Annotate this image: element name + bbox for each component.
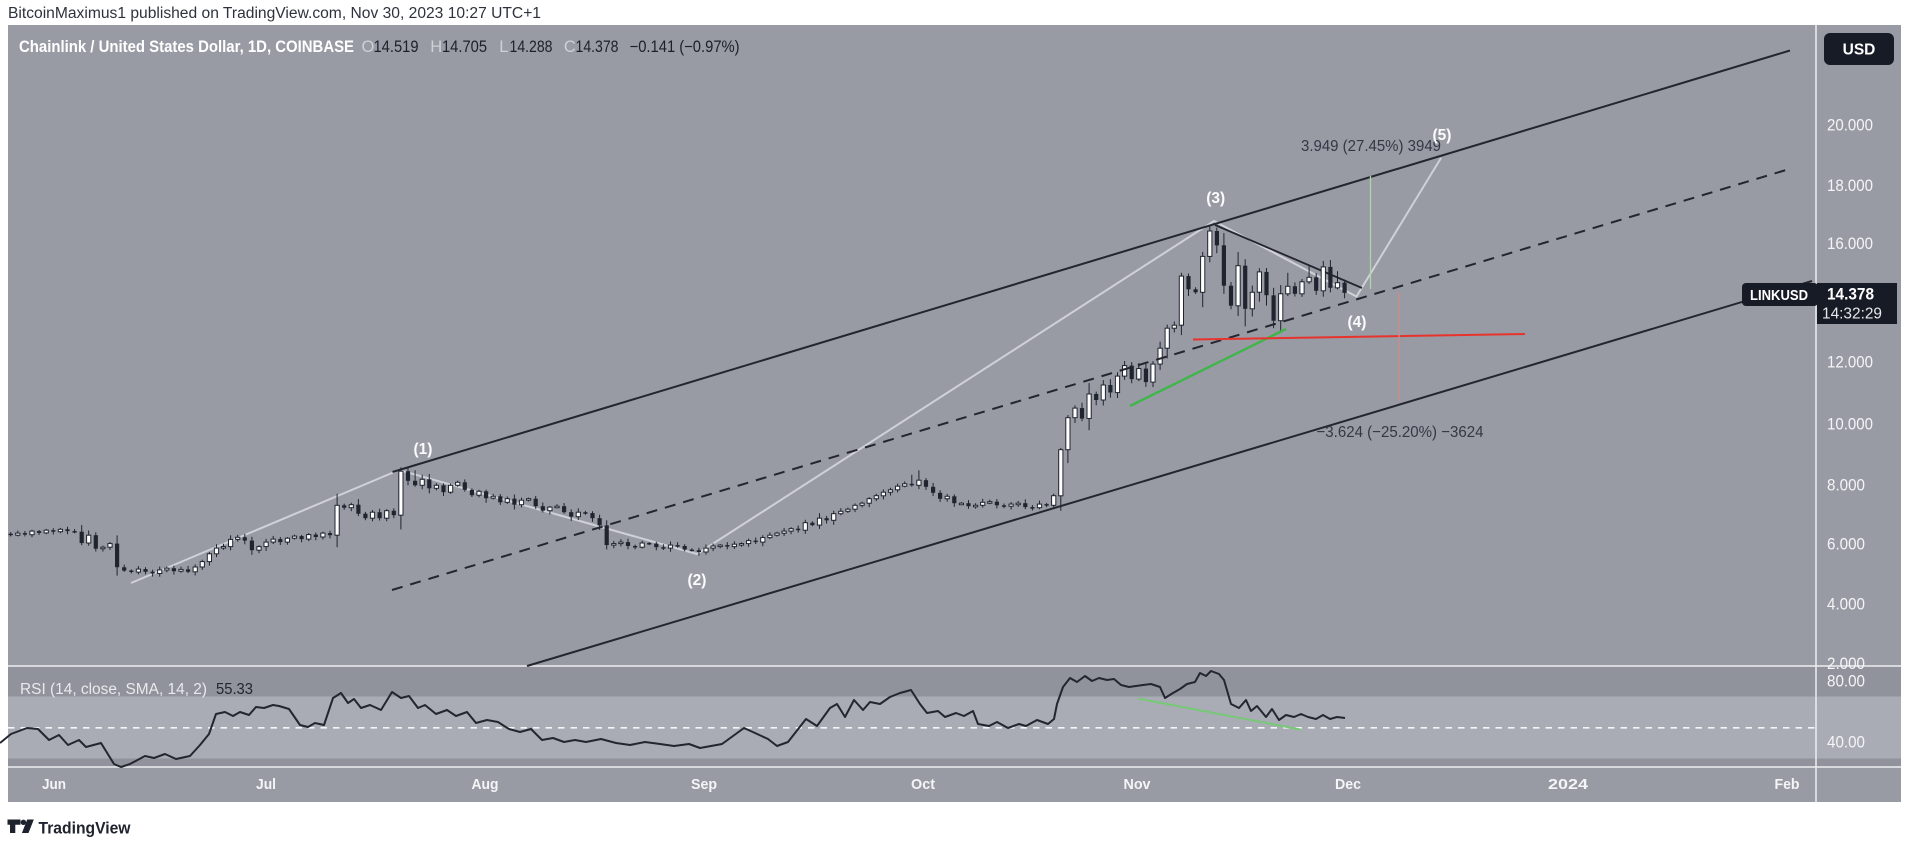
svg-text:LINKUSD: LINKUSD xyxy=(1750,287,1808,304)
svg-text:80.00: 80.00 xyxy=(1827,672,1865,691)
svg-text:TradingView: TradingView xyxy=(39,819,132,838)
svg-text:USD: USD xyxy=(1843,42,1876,59)
svg-text:−3.624 (−25.20%) −3624: −3.624 (−25.20%) −3624 xyxy=(1317,424,1484,441)
svg-text:2024: 2024 xyxy=(1548,776,1589,793)
svg-text:14:32:29: 14:32:29 xyxy=(1822,306,1882,323)
svg-text:(2): (2) xyxy=(688,572,707,589)
svg-text:Nov: Nov xyxy=(1124,776,1152,793)
svg-text:(1): (1) xyxy=(414,441,433,458)
svg-text:55.33: 55.33 xyxy=(216,681,253,698)
svg-text:14.378: 14.378 xyxy=(1827,285,1874,304)
svg-text:(4): (4) xyxy=(1348,314,1367,331)
svg-text:(5): (5) xyxy=(1433,127,1452,144)
svg-text:−0.141 (−0.97%): −0.141 (−0.97%) xyxy=(630,38,740,56)
svg-text:Oct: Oct xyxy=(911,776,935,793)
svg-text:4.000: 4.000 xyxy=(1827,595,1865,614)
svg-text:Chainlink / United States Doll: Chainlink / United States Dollar, 1D, CO… xyxy=(19,38,354,56)
svg-text:L: L xyxy=(499,38,508,56)
svg-text:16.000: 16.000 xyxy=(1827,234,1873,253)
svg-text:14.288: 14.288 xyxy=(510,38,553,56)
svg-text:RSI (14, close, SMA, 14, 2): RSI (14, close, SMA, 14, 2) xyxy=(20,681,207,698)
svg-text:(3): (3) xyxy=(1206,190,1225,207)
svg-text:Dec: Dec xyxy=(1335,776,1361,793)
svg-text:14.519: 14.519 xyxy=(374,38,419,56)
svg-text:H: H xyxy=(430,38,442,56)
svg-text:20.000: 20.000 xyxy=(1827,116,1873,135)
svg-text:O: O xyxy=(362,38,375,56)
svg-text:Jul: Jul xyxy=(256,776,276,793)
svg-text:C: C xyxy=(564,38,576,56)
svg-text:40.00: 40.00 xyxy=(1827,733,1865,752)
svg-text:18.000: 18.000 xyxy=(1827,176,1873,195)
svg-text:14.705: 14.705 xyxy=(442,38,487,56)
svg-text:Aug: Aug xyxy=(472,776,499,793)
svg-text:6.000: 6.000 xyxy=(1827,535,1865,554)
svg-text:14.378: 14.378 xyxy=(576,38,619,56)
svg-text:10.000: 10.000 xyxy=(1827,415,1873,434)
svg-text:12.000: 12.000 xyxy=(1827,353,1873,372)
svg-text:3.949 (27.45%) 3949: 3.949 (27.45%) 3949 xyxy=(1301,138,1441,155)
svg-text:8.000: 8.000 xyxy=(1827,476,1865,495)
svg-text:BitcoinMaximus1 published on T: BitcoinMaximus1 published on TradingView… xyxy=(8,5,541,22)
svg-text:Sep: Sep xyxy=(691,776,717,793)
svg-text:2.000: 2.000 xyxy=(1827,654,1865,673)
svg-text:Jun: Jun xyxy=(42,776,66,793)
svg-text:Feb: Feb xyxy=(1775,776,1800,793)
